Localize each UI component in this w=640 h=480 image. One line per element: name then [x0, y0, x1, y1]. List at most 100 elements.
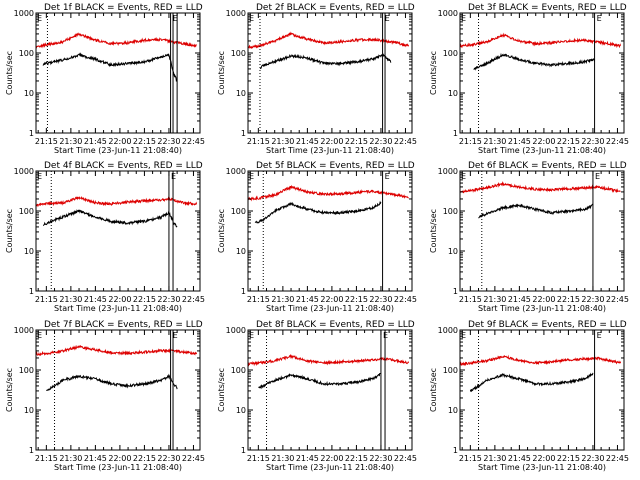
y-tick-label: 10	[24, 89, 34, 98]
series-line-black	[259, 53, 392, 70]
x-tick-label: 21:15	[247, 295, 270, 304]
x-tick-label: 21:45	[84, 454, 107, 463]
x-tick-label: 22:15	[557, 137, 580, 146]
series-line-black	[473, 52, 596, 71]
x-tick-label: 22:15	[345, 295, 368, 304]
x-tick-label: 22:30	[581, 454, 604, 463]
y-tick-label: 1000	[14, 167, 34, 176]
panel-title: Det 3f BLACK = Events, RED = LLD	[468, 3, 627, 13]
x-tick-label: 21:45	[296, 454, 319, 463]
x-tick-label: 22:30	[157, 454, 180, 463]
x-tick-label: 22:00	[108, 295, 131, 304]
series-line-red	[248, 31, 410, 50]
x-tick-label: 22:15	[345, 137, 368, 146]
series-line-red	[248, 184, 409, 202]
x-tick-label: 21:15	[35, 295, 58, 304]
x-tick-label: 21:30	[59, 454, 82, 463]
y-tick-label: 1	[241, 446, 246, 455]
annotation-e-left: E	[37, 331, 42, 340]
annotation-e-right: E	[597, 331, 602, 340]
x-tick-label: 21:30	[483, 295, 506, 304]
x-tick-label: 22:45	[606, 454, 629, 463]
series-line-red	[248, 353, 410, 367]
x-tick-label: 22:00	[532, 454, 555, 463]
y-tick-label: 100	[443, 49, 458, 58]
x-tick-label: 22:45	[394, 454, 417, 463]
x-axis-label: Start Time (23-Jun-11 21:08:40)	[266, 463, 394, 472]
y-tick-label: 100	[19, 366, 34, 375]
x-tick-label: 22:00	[108, 454, 131, 463]
plot-frame	[247, 12, 413, 134]
series-line-black	[42, 52, 178, 82]
x-tick-label: 22:00	[320, 295, 343, 304]
x-tick-label: 22:30	[369, 454, 392, 463]
y-tick-label: 1000	[14, 326, 34, 335]
x-tick-label: 21:30	[271, 454, 294, 463]
annotation-e-right: E	[595, 172, 600, 181]
x-axis-label: Start Time (23-Jun-11 21:08:40)	[266, 304, 394, 313]
y-tick-label: 10	[448, 406, 458, 415]
x-tick-label: 21:15	[459, 454, 482, 463]
annotation-e-right: E	[597, 14, 602, 23]
x-tick-label: 22:15	[557, 454, 580, 463]
x-tick-label: 21:30	[59, 137, 82, 146]
annotation-e-right: E	[171, 172, 176, 181]
y-axis-label: Counts/sec	[5, 368, 14, 412]
x-tick-label: 22:15	[345, 454, 368, 463]
y-tick-label: 1000	[438, 326, 458, 335]
y-axis-label: Counts/sec	[5, 51, 14, 95]
y-tick-label: 1000	[14, 9, 34, 18]
x-tick-label: 22:00	[320, 137, 343, 146]
series-line-red	[460, 180, 621, 194]
y-axis-label: Counts/sec	[217, 51, 226, 95]
series-line-red	[36, 195, 198, 208]
y-tick-label: 100	[443, 366, 458, 375]
y-tick-label: 100	[443, 207, 458, 216]
x-tick-label: 21:30	[271, 295, 294, 304]
annotation-e-right: E	[385, 172, 390, 181]
y-tick-label: 1	[29, 287, 34, 296]
series-line-red	[36, 32, 197, 50]
panel-title: Det 1f BLACK = Events, RED = LLD	[44, 3, 203, 13]
y-tick-label: 1	[241, 287, 246, 296]
x-tick-label: 21:30	[483, 454, 506, 463]
annotation-e-left: E	[37, 14, 42, 23]
y-tick-label: 10	[24, 406, 34, 415]
x-tick-label: 22:00	[532, 137, 555, 146]
y-tick-label: 100	[231, 207, 246, 216]
annotation-e-left: E	[461, 331, 466, 340]
x-tick-label: 21:45	[508, 454, 531, 463]
x-tick-label: 21:15	[459, 295, 482, 304]
y-tick-label: 10	[236, 89, 246, 98]
x-tick-label: 21:45	[84, 137, 107, 146]
plot-frame	[459, 329, 625, 451]
annotation-e-left: E	[249, 331, 254, 340]
x-tick-label: 22:30	[157, 295, 180, 304]
x-tick-label: 22:00	[320, 454, 343, 463]
y-tick-label: 10	[448, 89, 458, 98]
annotation-e-right: E	[385, 14, 390, 23]
plot-frame	[35, 329, 201, 451]
annotation-e-left: E	[461, 14, 466, 23]
series-line-black	[254, 200, 382, 224]
y-tick-label: 100	[231, 366, 246, 375]
x-tick-label: 22:30	[581, 295, 604, 304]
x-tick-label: 22:45	[182, 454, 205, 463]
plot-frame	[247, 329, 413, 451]
y-tick-label: 100	[19, 207, 34, 216]
annotation-e-left: E	[37, 172, 42, 181]
annotation-e-left: E	[249, 172, 254, 181]
x-tick-label: 22:15	[133, 454, 156, 463]
plot-frame	[459, 12, 625, 134]
x-tick-label: 21:30	[271, 137, 294, 146]
y-tick-label: 1000	[438, 9, 458, 18]
series-line-black	[43, 209, 178, 228]
x-tick-label: 22:45	[394, 295, 417, 304]
